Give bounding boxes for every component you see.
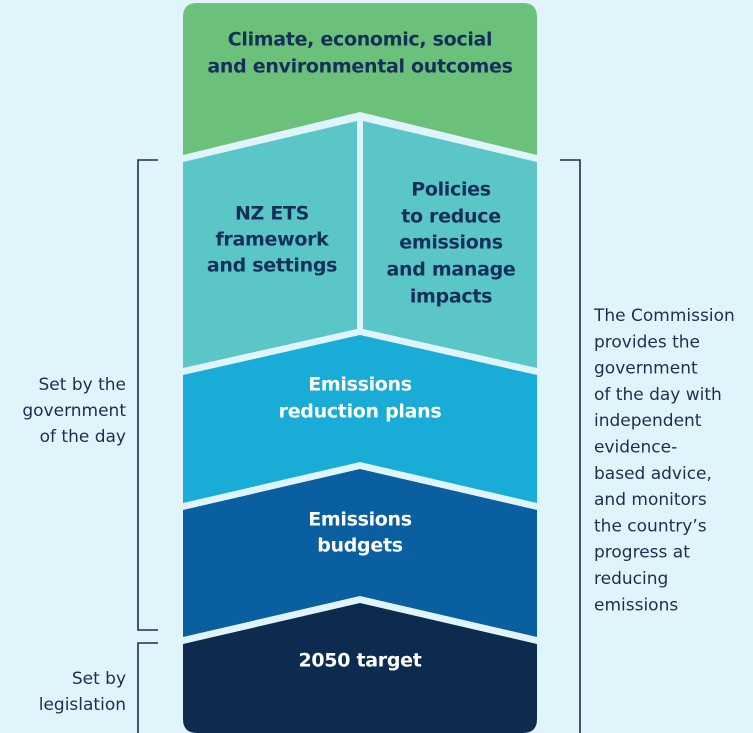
side-label: of the day: [40, 427, 126, 447]
side-label: reducing: [594, 569, 668, 589]
right-label: The Commission provides the government of t…: [593, 306, 735, 615]
side-label: progress at: [594, 543, 690, 563]
plans-block: [183, 335, 537, 503]
side-label: government: [22, 401, 126, 421]
target-block: [183, 603, 537, 733]
policies-block: [363, 121, 537, 368]
block-text: and settings: [207, 255, 337, 277]
block-text: to reduce: [401, 206, 501, 228]
left-bracket: [137, 159, 158, 631]
block-text: impacts: [410, 286, 492, 308]
block-text: framework: [215, 229, 329, 251]
side-label: the country’s: [594, 516, 707, 536]
block-text: Emissions: [308, 374, 412, 396]
side-label: Set by the: [39, 375, 126, 395]
side-label: Set by: [72, 669, 126, 689]
block-text: 2050 target: [298, 650, 421, 672]
side-label: based advice,: [594, 464, 712, 484]
side-label: government: [594, 359, 698, 379]
side-label: of the day with: [594, 385, 722, 405]
side-label: provides the: [594, 332, 700, 352]
block-text: budgets: [317, 535, 403, 557]
side-label: and monitors: [594, 490, 707, 510]
block-text: Emissions: [308, 509, 412, 531]
side-label: emissions: [594, 595, 678, 615]
block-text: and manage: [386, 259, 515, 281]
block-text: and environmental outcomes: [207, 56, 512, 78]
block-text: reduction plans: [279, 401, 442, 423]
block-text: NZ ETS: [235, 203, 309, 225]
side-label: legislation: [39, 695, 126, 715]
outcomes-block: [183, 3, 537, 155]
side-label: evidence-: [594, 438, 677, 458]
ets-block: [183, 121, 357, 368]
left-bracket: [137, 642, 158, 733]
block-text: emissions: [399, 232, 503, 254]
side-label: independent: [594, 411, 702, 431]
side-label: The Commission: [593, 306, 735, 326]
budgets-block: [183, 469, 537, 637]
block-text: Climate, economic, social: [228, 29, 493, 51]
right-bracket: [560, 159, 581, 733]
block-text: Policies: [411, 179, 491, 201]
